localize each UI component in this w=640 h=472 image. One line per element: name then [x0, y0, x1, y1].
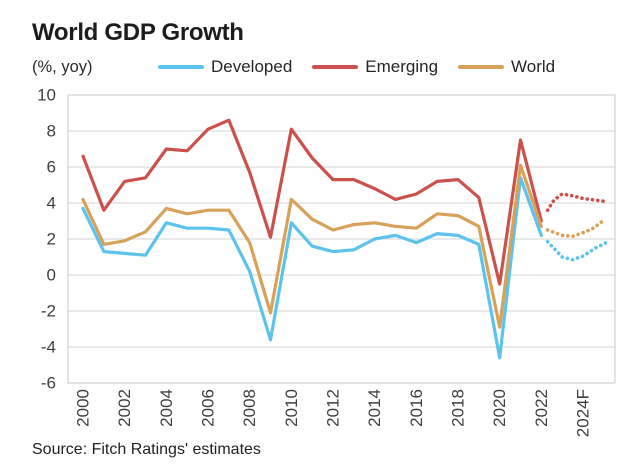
x-tick-label: 2006: [199, 389, 218, 427]
legend-item-developed: Developed: [158, 57, 292, 77]
legend-item-world: World: [458, 57, 555, 77]
x-tick-label: 2018: [449, 389, 468, 427]
x-tick-label: 2002: [115, 389, 134, 427]
plot-border: [67, 94, 616, 384]
y-tick-label: 8: [47, 122, 56, 141]
y-tick-label: -6: [41, 374, 56, 393]
x-tick-label: 2020: [490, 389, 509, 427]
x-tick-label: 2004: [157, 389, 176, 427]
legend-swatch-world: [458, 65, 505, 69]
x-tick-label: 2016: [407, 389, 426, 427]
series-line-world: [81, 163, 543, 329]
series-line-developed: [81, 176, 543, 360]
x-tick-label: 2012: [324, 389, 343, 427]
forecast-line-developed: [545, 239, 612, 262]
legend-label: World: [511, 57, 556, 76]
x-tick-label: 2008: [240, 389, 259, 427]
series-line-emerging: [81, 118, 543, 286]
legend-label: Developed: [211, 57, 293, 76]
legend-label: Emerging: [365, 57, 439, 76]
legend-swatch-developed: [158, 65, 204, 69]
forecast-line-emerging: [545, 192, 606, 212]
x-tick-label: 2014: [365, 389, 384, 427]
y-tick-label: 2: [47, 230, 56, 249]
x-tick-label: 2000: [74, 389, 93, 427]
x-tick-label: 2022: [532, 389, 551, 427]
source-note: Source: Fitch Ratings' estimates: [32, 441, 261, 458]
y-tick-label: -4: [41, 338, 56, 357]
x-tick-label: 2024F: [574, 389, 593, 437]
y-tick-label: 4: [47, 194, 56, 213]
legend: Developed Emerging World: [158, 57, 555, 77]
chart-title: World GDP Growth: [32, 19, 244, 46]
x-tick-label: 2010: [282, 389, 301, 427]
y-tick-label: -2: [41, 302, 56, 321]
axis-unit-label: (%, yoy): [32, 58, 93, 76]
y-tick-label: 6: [47, 158, 56, 177]
legend-item-emerging: Emerging: [312, 57, 438, 77]
legend-swatch-emerging: [312, 65, 359, 69]
y-tick-label: 10: [37, 86, 56, 105]
forecast-line-world: [545, 218, 606, 239]
y-tick-label: 0: [47, 266, 56, 285]
